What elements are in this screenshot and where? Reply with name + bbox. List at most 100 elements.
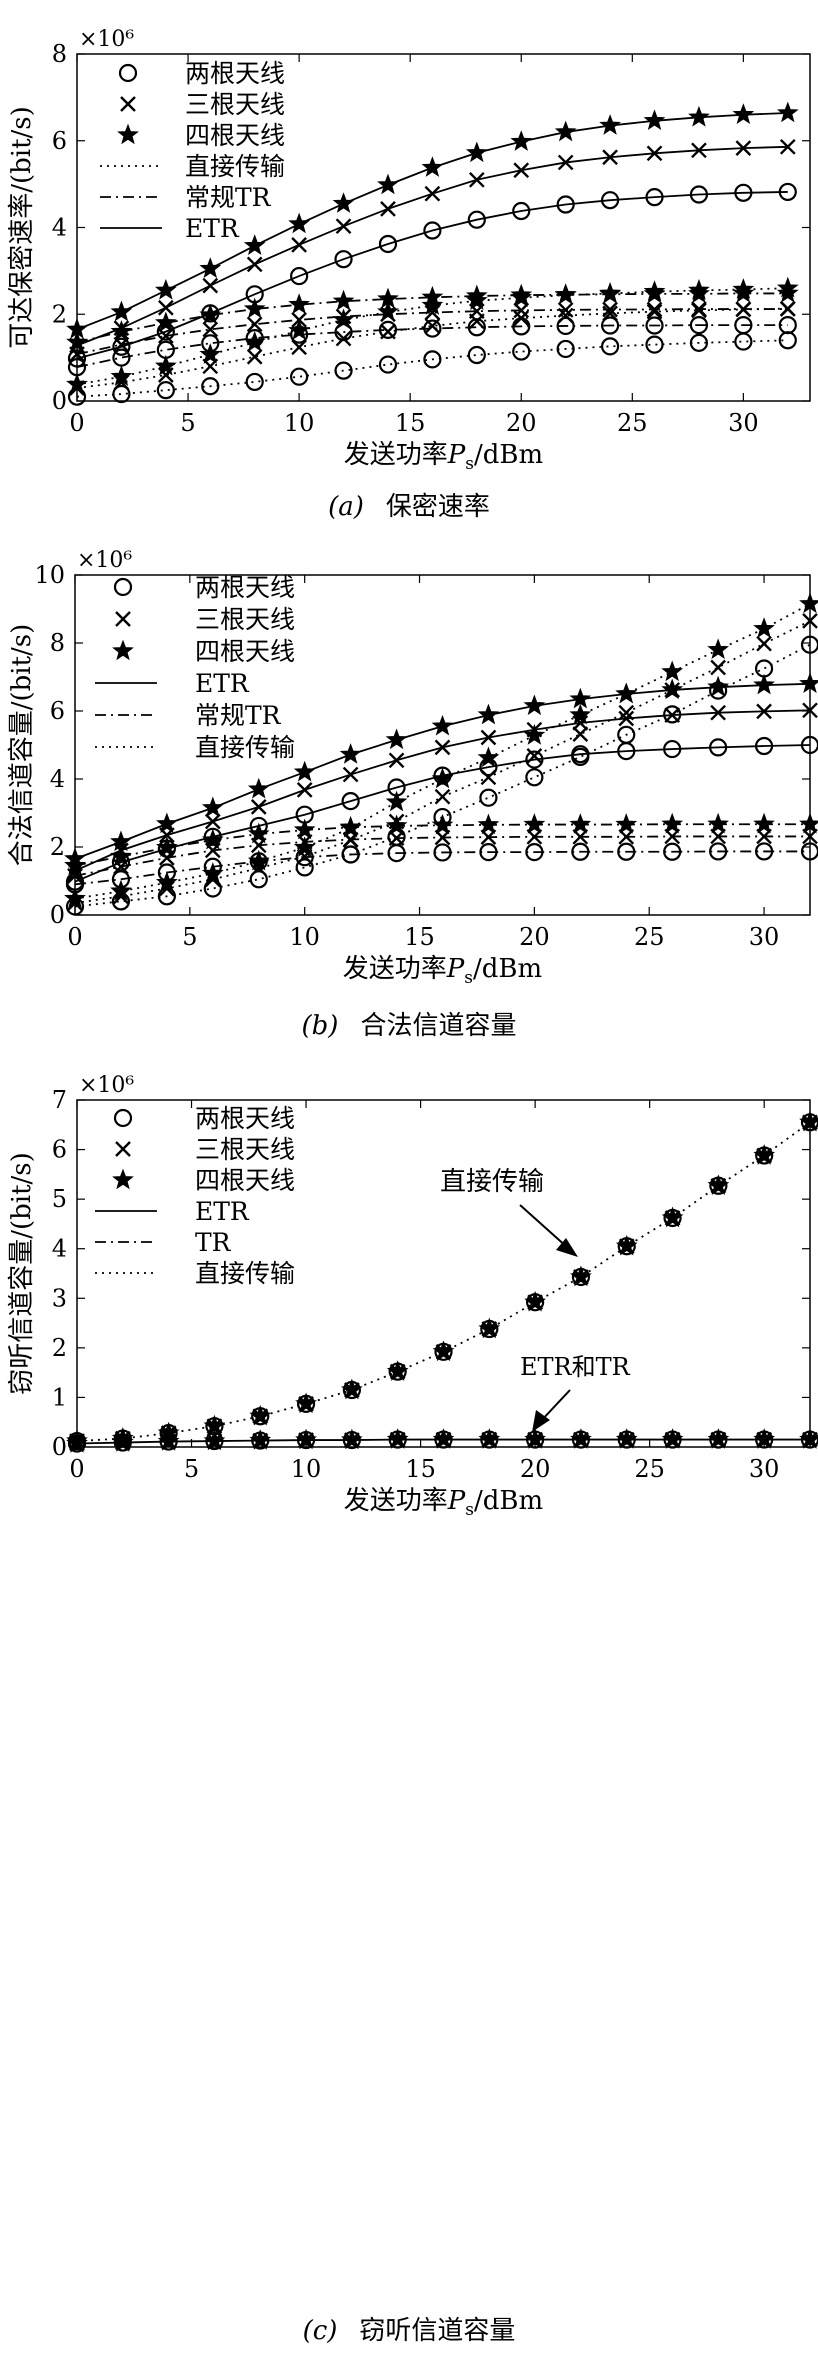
data-point xyxy=(554,120,577,142)
data-point xyxy=(154,311,177,333)
data-point xyxy=(776,276,799,298)
chart-b: 0 2 4 6 8 10 0 5 10 15 20 25 30 ×10⁶ 发送功率Ps/dBm 合法信道容量/… xyxy=(7,548,818,988)
chart-c: 0 1 2 3 4 5 6 7 0 5 10 15 20 25 30 ×10⁶ 发送功率Ps/dBm 窃听信道容量… xyxy=(7,1073,818,1520)
data-point xyxy=(688,278,710,300)
data-point xyxy=(290,367,309,386)
data-point xyxy=(296,782,313,798)
x-axis-label: 发送功率Ps/dBm xyxy=(343,954,542,988)
plot-frame xyxy=(76,1099,811,1448)
data-point xyxy=(423,350,442,369)
series-line xyxy=(74,603,811,900)
data-point xyxy=(156,381,175,400)
caption-c-text: 窃听信道容量 xyxy=(359,2316,516,2346)
data-point xyxy=(557,302,574,318)
y-axis-label: 可达保密速率/(bit/s) xyxy=(7,106,37,349)
data-point xyxy=(203,1429,226,1451)
data-point xyxy=(249,1429,272,1450)
data-point xyxy=(433,807,452,827)
data-point xyxy=(691,302,707,319)
data-point xyxy=(802,613,818,629)
chart-panel-a: 0 2 4 6 8 0 5 10 15 20 25 30 ×10⁶ 发送功率Ps/dBm 可达保密速率/(b… xyxy=(0,0,818,545)
data-point xyxy=(250,799,267,815)
y-tick-label: 0 xyxy=(50,901,65,929)
data-point xyxy=(799,592,818,614)
annotation-etr-tr: ETR和TR xyxy=(520,1353,631,1381)
data-point xyxy=(421,294,444,315)
data-point xyxy=(478,1428,501,1449)
data-point xyxy=(617,842,636,861)
data-point xyxy=(646,303,663,320)
legend-label: 四根天线 xyxy=(195,637,295,666)
data-point xyxy=(570,1265,592,1287)
legend-label: 三根天线 xyxy=(195,1135,295,1164)
data-point xyxy=(707,675,729,697)
data-point xyxy=(199,303,222,325)
data-point xyxy=(799,812,818,834)
data-point xyxy=(756,703,772,720)
data-point xyxy=(479,843,498,862)
data-point xyxy=(557,307,574,324)
data-point xyxy=(424,185,441,202)
x-tick-label: 5 xyxy=(180,409,195,437)
data-point xyxy=(201,828,224,850)
data-point xyxy=(556,195,575,214)
legend-label: TR xyxy=(195,1228,232,1257)
annotation-arrow-direct xyxy=(519,1204,569,1249)
x-axis-label: 发送功率Ps/dBm xyxy=(344,440,543,474)
data-point xyxy=(753,1144,776,1165)
data-point xyxy=(778,331,797,350)
data-point xyxy=(556,316,575,336)
data-point xyxy=(288,293,310,314)
data-point xyxy=(643,109,666,131)
x-tick-label: 5 xyxy=(184,1455,199,1483)
legend-marker xyxy=(115,611,131,627)
y-tick-label: 4 xyxy=(52,214,67,242)
legend-label: 四根天线 xyxy=(185,121,285,150)
x-tick-label: 20 xyxy=(519,923,550,951)
y-tick-label: 8 xyxy=(52,40,67,68)
data-point xyxy=(600,191,620,210)
data-point xyxy=(334,361,353,380)
data-point xyxy=(154,354,177,376)
data-point xyxy=(156,836,178,857)
data-point xyxy=(387,827,406,846)
x-tick-label: 15 xyxy=(404,923,435,951)
data-point xyxy=(424,318,441,334)
data-point xyxy=(709,842,728,861)
legend-marker xyxy=(115,1141,131,1157)
data-point xyxy=(754,659,774,678)
chart-panel-c: 0 1 2 3 4 5 6 7 0 5 10 15 20 25 30 ×10⁶ 发送功率Ps/dBm 窃听信道容量… xyxy=(0,1060,818,2350)
legend-label: 两根天线 xyxy=(195,1104,295,1133)
data-point xyxy=(64,854,86,875)
data-point xyxy=(467,345,486,365)
data-point xyxy=(754,736,774,756)
data-point xyxy=(735,140,752,156)
data-point xyxy=(732,278,755,299)
data-point xyxy=(615,813,638,834)
data-point xyxy=(243,234,266,255)
data-point xyxy=(753,617,775,638)
data-point xyxy=(707,638,729,660)
data-point xyxy=(510,130,533,151)
data-point xyxy=(201,796,224,818)
annotation-arrowhead-direct xyxy=(556,1238,578,1257)
data-point xyxy=(202,277,219,294)
data-point xyxy=(202,321,219,338)
legend-label: ETR xyxy=(195,669,250,698)
data-point xyxy=(707,1174,730,1196)
chart-a: 0 2 4 6 8 0 5 10 15 20 25 30 ×10⁶ 发送功率Ps/dBm 可达保密速率/(b… xyxy=(7,27,811,474)
data-point xyxy=(243,331,266,352)
data-point xyxy=(663,739,682,759)
data-point xyxy=(385,814,408,836)
data-point xyxy=(111,1427,134,1448)
data-point xyxy=(249,870,268,889)
data-point xyxy=(754,842,774,861)
data-point xyxy=(385,790,408,812)
data-point xyxy=(615,1234,638,1256)
data-point xyxy=(776,101,799,123)
legend-label: 三根天线 xyxy=(195,605,295,634)
data-point xyxy=(477,703,500,725)
data-point xyxy=(465,289,488,311)
legend-marker xyxy=(112,1168,134,1190)
x-axis-label: 发送功率Ps/dBm xyxy=(344,1486,543,1520)
